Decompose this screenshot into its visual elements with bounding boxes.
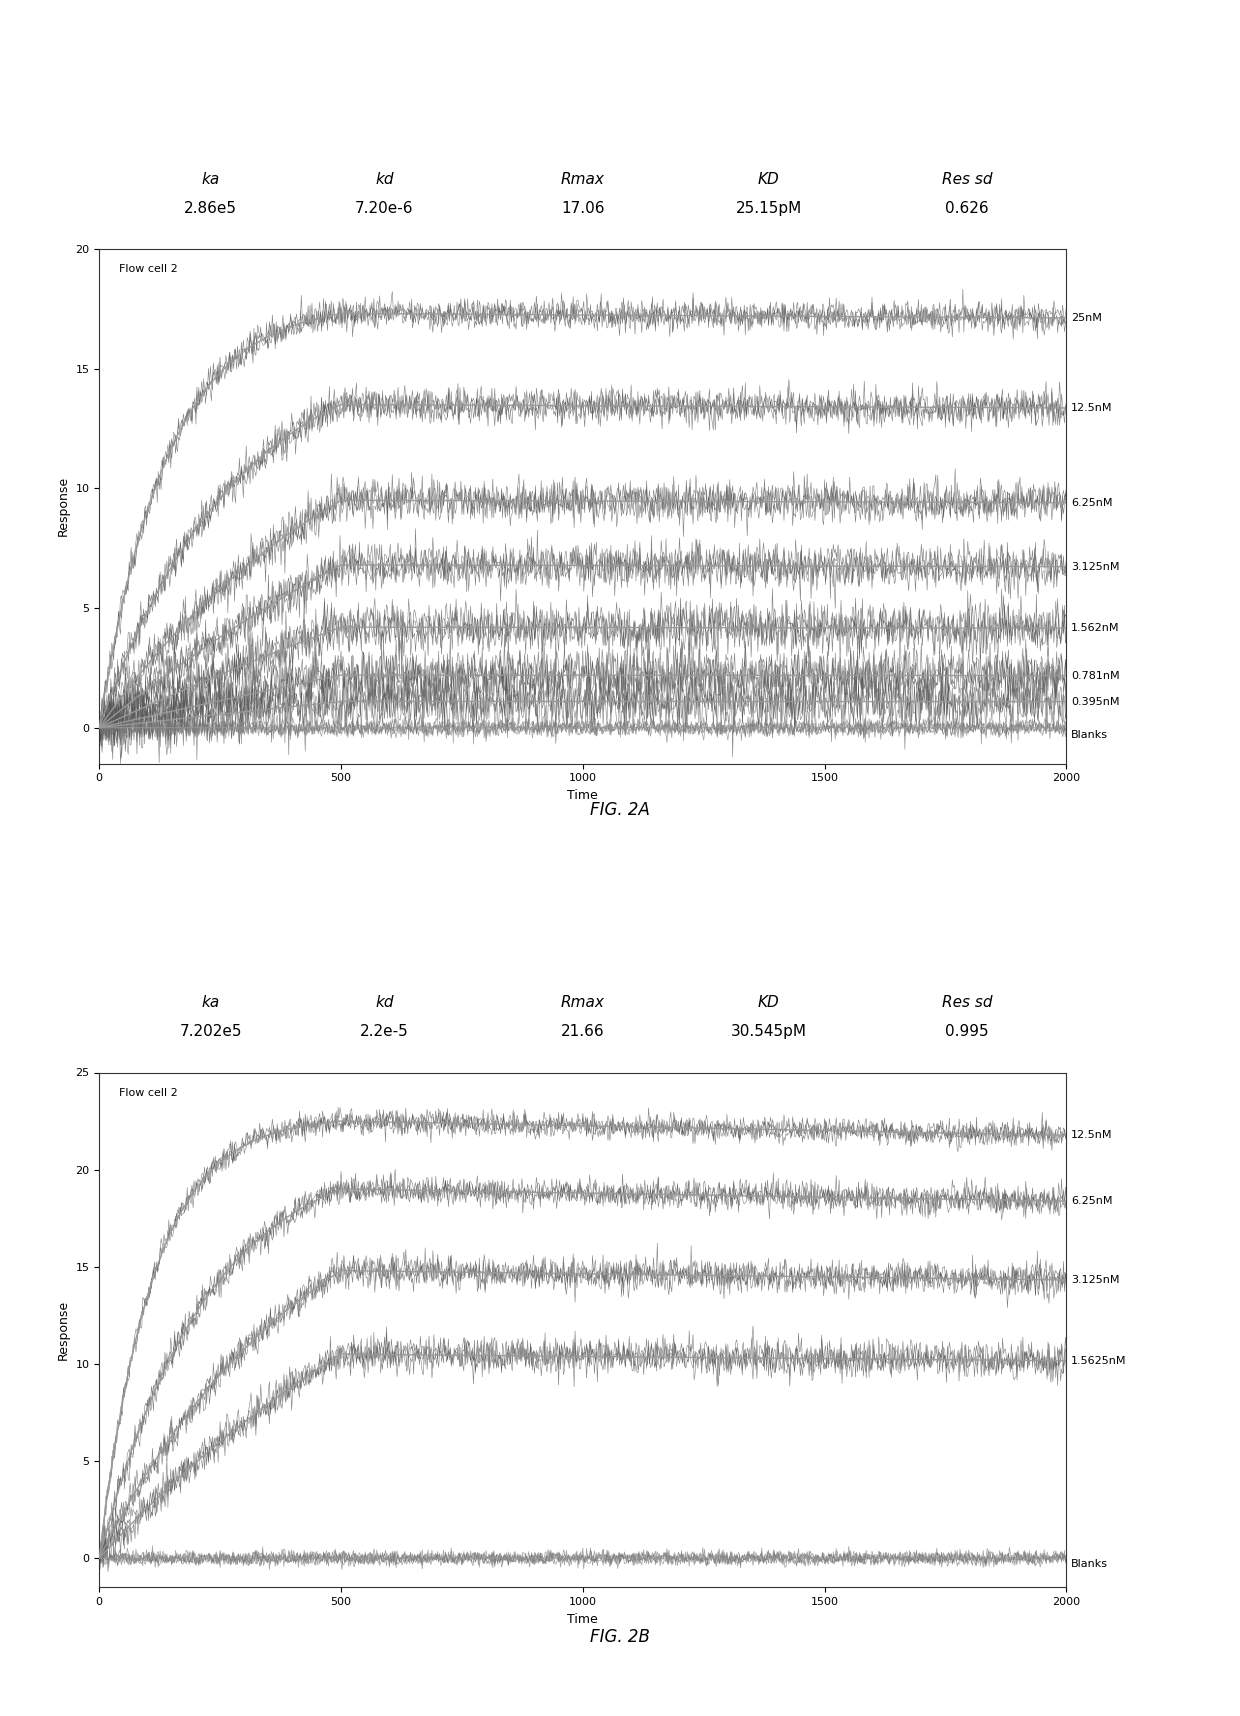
Text: 2.86e5: 2.86e5 (185, 201, 237, 216)
Text: 6.25nM: 6.25nM (1071, 1196, 1112, 1206)
Text: 1.5625nM: 1.5625nM (1071, 1356, 1127, 1366)
Text: 7.20e-6: 7.20e-6 (355, 201, 414, 216)
Text: 25nM: 25nM (1071, 312, 1102, 323)
Text: ka: ka (202, 172, 219, 187)
Text: 0.995: 0.995 (945, 1024, 990, 1040)
Text: Res sd: Res sd (942, 172, 992, 187)
Text: 1.562nM: 1.562nM (1071, 623, 1120, 633)
Text: 30.545pM: 30.545pM (730, 1024, 807, 1040)
Text: 0.626: 0.626 (945, 201, 990, 216)
X-axis label: Time: Time (568, 789, 598, 801)
Text: 3.125nM: 3.125nM (1071, 1275, 1120, 1285)
Text: 7.202e5: 7.202e5 (180, 1024, 242, 1040)
Text: Rmax: Rmax (560, 995, 605, 1011)
Text: 0.395nM: 0.395nM (1071, 697, 1120, 707)
Text: 2.2e-5: 2.2e-5 (360, 1024, 409, 1040)
Text: Flow cell 2: Flow cell 2 (119, 264, 177, 275)
X-axis label: Time: Time (568, 1613, 598, 1625)
Text: 25.15pM: 25.15pM (735, 201, 802, 216)
Text: 12.5nM: 12.5nM (1071, 1131, 1112, 1139)
Y-axis label: Response: Response (57, 475, 69, 537)
Text: kd: kd (376, 995, 393, 1011)
Text: FIG. 2B: FIG. 2B (590, 1628, 650, 1646)
Text: kd: kd (376, 172, 393, 187)
Y-axis label: Response: Response (57, 1299, 69, 1361)
Text: 3.125nM: 3.125nM (1071, 561, 1120, 571)
Text: KD: KD (758, 172, 780, 187)
Text: Flow cell 2: Flow cell 2 (119, 1088, 177, 1098)
Text: Blanks: Blanks (1071, 1560, 1109, 1568)
Text: ka: ka (202, 995, 219, 1011)
Text: KD: KD (758, 995, 780, 1011)
Text: 21.66: 21.66 (560, 1024, 605, 1040)
Text: 0.781nM: 0.781nM (1071, 671, 1120, 681)
Text: 6.25nM: 6.25nM (1071, 498, 1112, 508)
Text: Res sd: Res sd (942, 995, 992, 1011)
Text: Blanks: Blanks (1071, 729, 1109, 740)
Text: 17.06: 17.06 (560, 201, 605, 216)
Text: FIG. 2A: FIG. 2A (590, 801, 650, 819)
Text: Rmax: Rmax (560, 172, 605, 187)
Text: 12.5nM: 12.5nM (1071, 403, 1112, 414)
